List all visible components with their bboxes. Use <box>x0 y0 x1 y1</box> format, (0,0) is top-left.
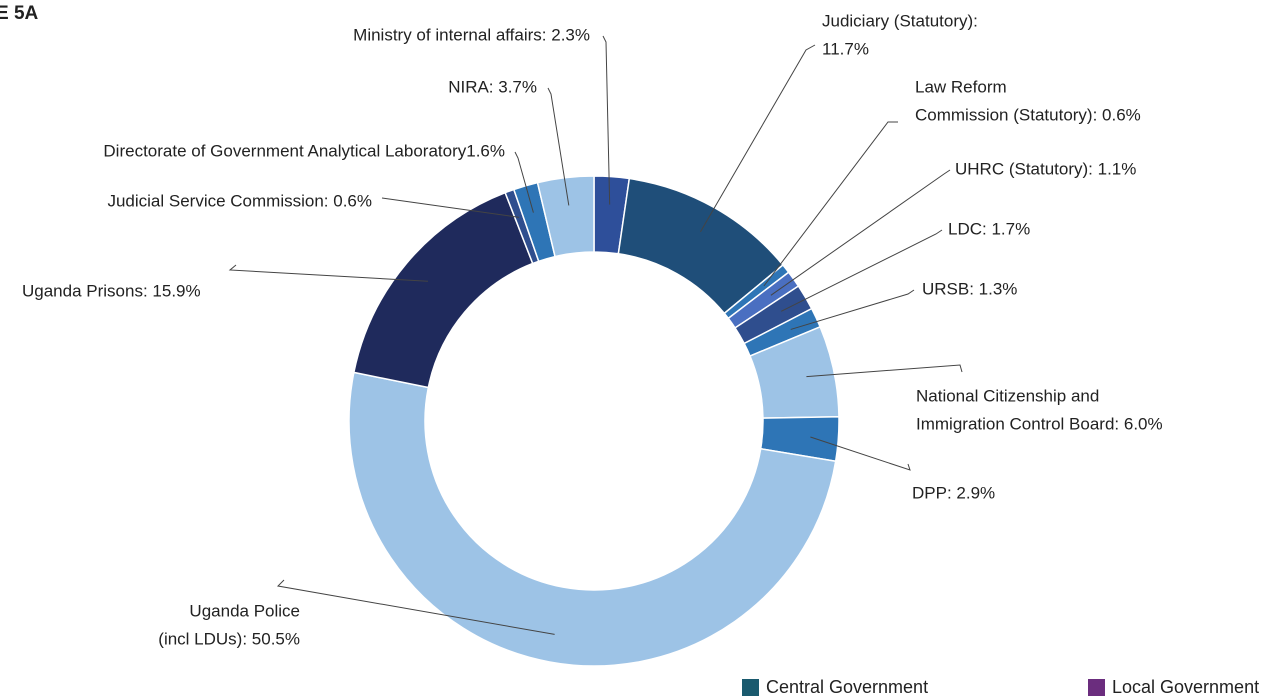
donut-slice <box>352 191 534 389</box>
leader-line <box>228 264 429 282</box>
slice-label: LDC: 1.7% <box>948 219 1030 238</box>
slice-label: National Citizenship and <box>916 386 1099 405</box>
leader-line <box>810 436 911 471</box>
slice-label: NIRA: 3.7% <box>448 77 537 96</box>
slice-label: 11.7% <box>822 39 869 58</box>
slice-label: Law Reform <box>915 77 1007 96</box>
leader-line <box>770 169 951 296</box>
slice-label: Ministry of internal affairs: 2.3% <box>353 25 590 44</box>
leader-line <box>547 87 570 206</box>
slice-label: UHRC (Statutory): 1.1% <box>955 159 1136 178</box>
leader-line <box>763 121 898 287</box>
leader-line <box>514 151 534 213</box>
donut-slice <box>348 371 837 667</box>
slice-label: URSB: 1.3% <box>922 279 1017 298</box>
leader-line <box>781 229 943 312</box>
slice-label: Judicial Service Commission: 0.6% <box>107 191 372 210</box>
slice-label: (incl LDUs): 50.5% <box>158 629 300 648</box>
slice-label: DPP: 2.9% <box>912 483 995 502</box>
leader-line <box>806 364 963 378</box>
slice-label: Uganda Prisons: 15.9% <box>22 281 201 300</box>
legend-swatch <box>742 679 759 696</box>
chart-title: E 5A <box>0 3 39 24</box>
slice-label: Commission (Statutory): 0.6% <box>915 105 1141 124</box>
slice-label: Judiciary (Statutory): <box>822 11 978 30</box>
leader-line <box>381 197 520 218</box>
legend-swatch <box>1088 679 1105 696</box>
slice-label: Uganda Police <box>189 601 300 620</box>
slice-label: Directorate of Government Analytical Lab… <box>103 141 505 160</box>
slice-label: Immigration Control Board: 6.0% <box>916 414 1163 433</box>
leader-line <box>602 35 611 205</box>
legend-label: Central Government <box>766 677 928 697</box>
legend-label: Local Government <box>1112 677 1259 697</box>
leader-line <box>699 44 816 233</box>
donut-slice <box>536 175 595 258</box>
leader-line <box>790 289 915 330</box>
leader-line <box>276 579 555 635</box>
